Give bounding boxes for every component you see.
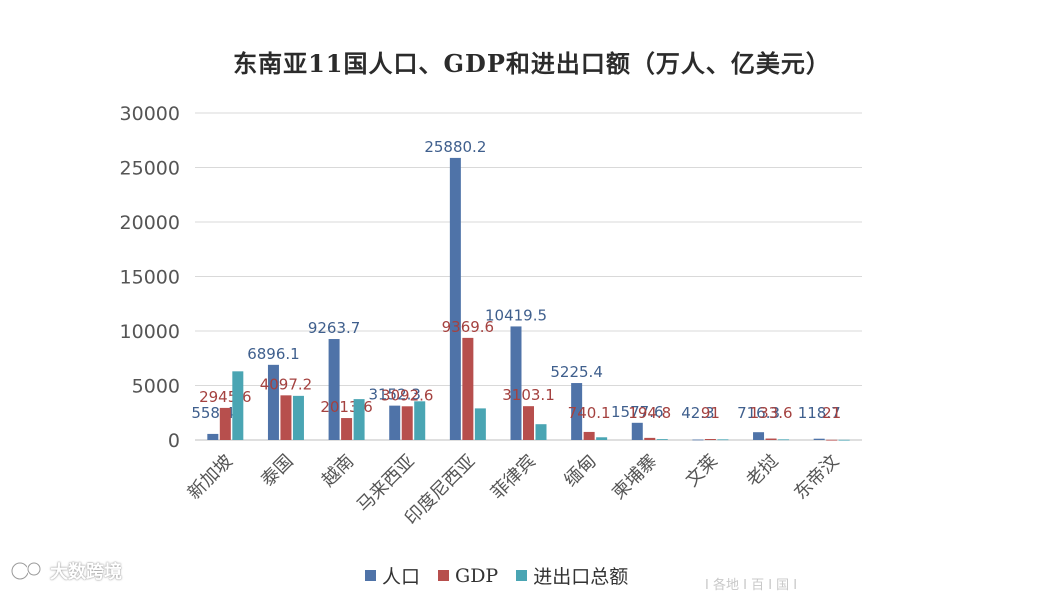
y-tick-label: 25000 (120, 158, 180, 180)
bar-1-5 (523, 406, 534, 440)
legend-swatch-population (365, 570, 376, 581)
x-tick-label: 东帝汶 (790, 451, 843, 504)
bar-1-7 (644, 437, 656, 440)
legend: 人口 GDP 进出口总额 (365, 562, 628, 589)
bar-2-5 (535, 424, 547, 440)
bar-2-2 (353, 399, 365, 440)
data-label: 91 (701, 404, 720, 422)
bar-0-5 (510, 326, 522, 440)
legend-item-trade: 进出口总额 (516, 562, 628, 589)
data-label: 5225.4 (550, 363, 603, 381)
x-tick-label: 老挝 (742, 451, 782, 491)
bar-0-1 (267, 364, 279, 440)
bar-0-8 (692, 439, 704, 441)
legend-item-gdp: GDP (438, 565, 498, 587)
y-tick-label: 0 (168, 430, 180, 452)
bar-1-6 (583, 431, 595, 440)
x-tick-label: 文莱 (682, 451, 722, 491)
bar-0-4 (449, 157, 461, 440)
data-label: 3152.3 (368, 386, 421, 404)
source-note: I 各地 I 百 I 国 I (705, 578, 798, 593)
bar-2-4 (474, 408, 486, 440)
data-label: 3092.6 (381, 386, 434, 404)
y-tick-label: 30000 (120, 103, 180, 125)
data-label: 740.1 (568, 404, 611, 422)
x-tick-label: 菲律宾 (487, 451, 540, 504)
bar-2-7 (656, 439, 668, 440)
data-label: 9263.7 (308, 319, 361, 337)
data-label: 3103.1 (502, 386, 555, 404)
data-label: 716.3 (737, 404, 780, 422)
bar-0-10 (813, 438, 825, 440)
data-label: 1577.6 (611, 403, 664, 421)
x-tick-label: 越南 (318, 451, 358, 491)
x-tick-label: 缅甸 (560, 451, 600, 491)
data-label: 21 (822, 404, 841, 422)
bar-0-9 (753, 432, 765, 440)
data-label: 2013.6 (320, 398, 373, 416)
legend-swatch-trade (516, 570, 528, 581)
data-label: 25880.2 (424, 138, 486, 156)
bar-2-3 (414, 401, 426, 440)
watermark-text: 大数跨境 (50, 562, 122, 583)
data-label: 6896.1 (247, 345, 300, 363)
watermark: 大数跨境 (10, 558, 122, 584)
data-label: 4097.2 (260, 375, 313, 393)
y-tick-label: 5000 (132, 376, 180, 398)
y-tick-label: 15000 (120, 267, 180, 289)
bar-2-1 (292, 395, 304, 440)
data-label: 194.8 (628, 404, 671, 422)
x-tick-label: 新加坡 (184, 451, 237, 504)
bar-0-2 (328, 339, 340, 440)
legend-swatch-gdp (438, 570, 450, 581)
bar-1-2 (341, 418, 353, 440)
bar-0-6 (571, 383, 583, 440)
bar-1-10 (826, 439, 838, 441)
data-label: 133.6 (750, 404, 793, 422)
bar-2-8 (717, 439, 729, 441)
x-tick-label: 柬埔寨 (608, 451, 661, 504)
bar-1-1 (280, 395, 292, 440)
bar-1-3 (401, 406, 413, 440)
bar-2-9 (778, 439, 790, 441)
data-label: 42.3 (681, 404, 714, 422)
bar-1-9 (765, 438, 777, 440)
chart-title: 东南亚11国人口、GDP和进出口额（万人、亿美元） (233, 49, 831, 78)
bar-1-0 (219, 407, 231, 440)
data-label: 2945.6 (199, 388, 252, 406)
bar-0-0 (207, 433, 219, 440)
y-tick-label: 10000 (120, 321, 180, 343)
bar-1-4 (462, 337, 474, 440)
bar-2-6 (596, 437, 608, 440)
bar-2-0 (232, 371, 244, 440)
data-label: 118.7 (798, 404, 841, 422)
legend-label-gdp: GDP (455, 564, 499, 587)
legend-label-trade: 进出口总额 (533, 566, 629, 588)
legend-item-population: 人口 (365, 562, 420, 589)
bar-0-3 (389, 405, 401, 440)
bar-1-8 (704, 439, 716, 440)
data-label: 10419.5 (485, 306, 547, 324)
legend-label-population: 人口 (382, 566, 421, 588)
y-tick-label: 20000 (120, 212, 180, 234)
watermark-logo-icon (10, 561, 42, 581)
x-tick-label: 泰国 (257, 451, 297, 491)
bar-0-7 (631, 422, 643, 440)
data-label: 9369.6 (442, 318, 495, 336)
bar-2-10 (838, 439, 850, 441)
